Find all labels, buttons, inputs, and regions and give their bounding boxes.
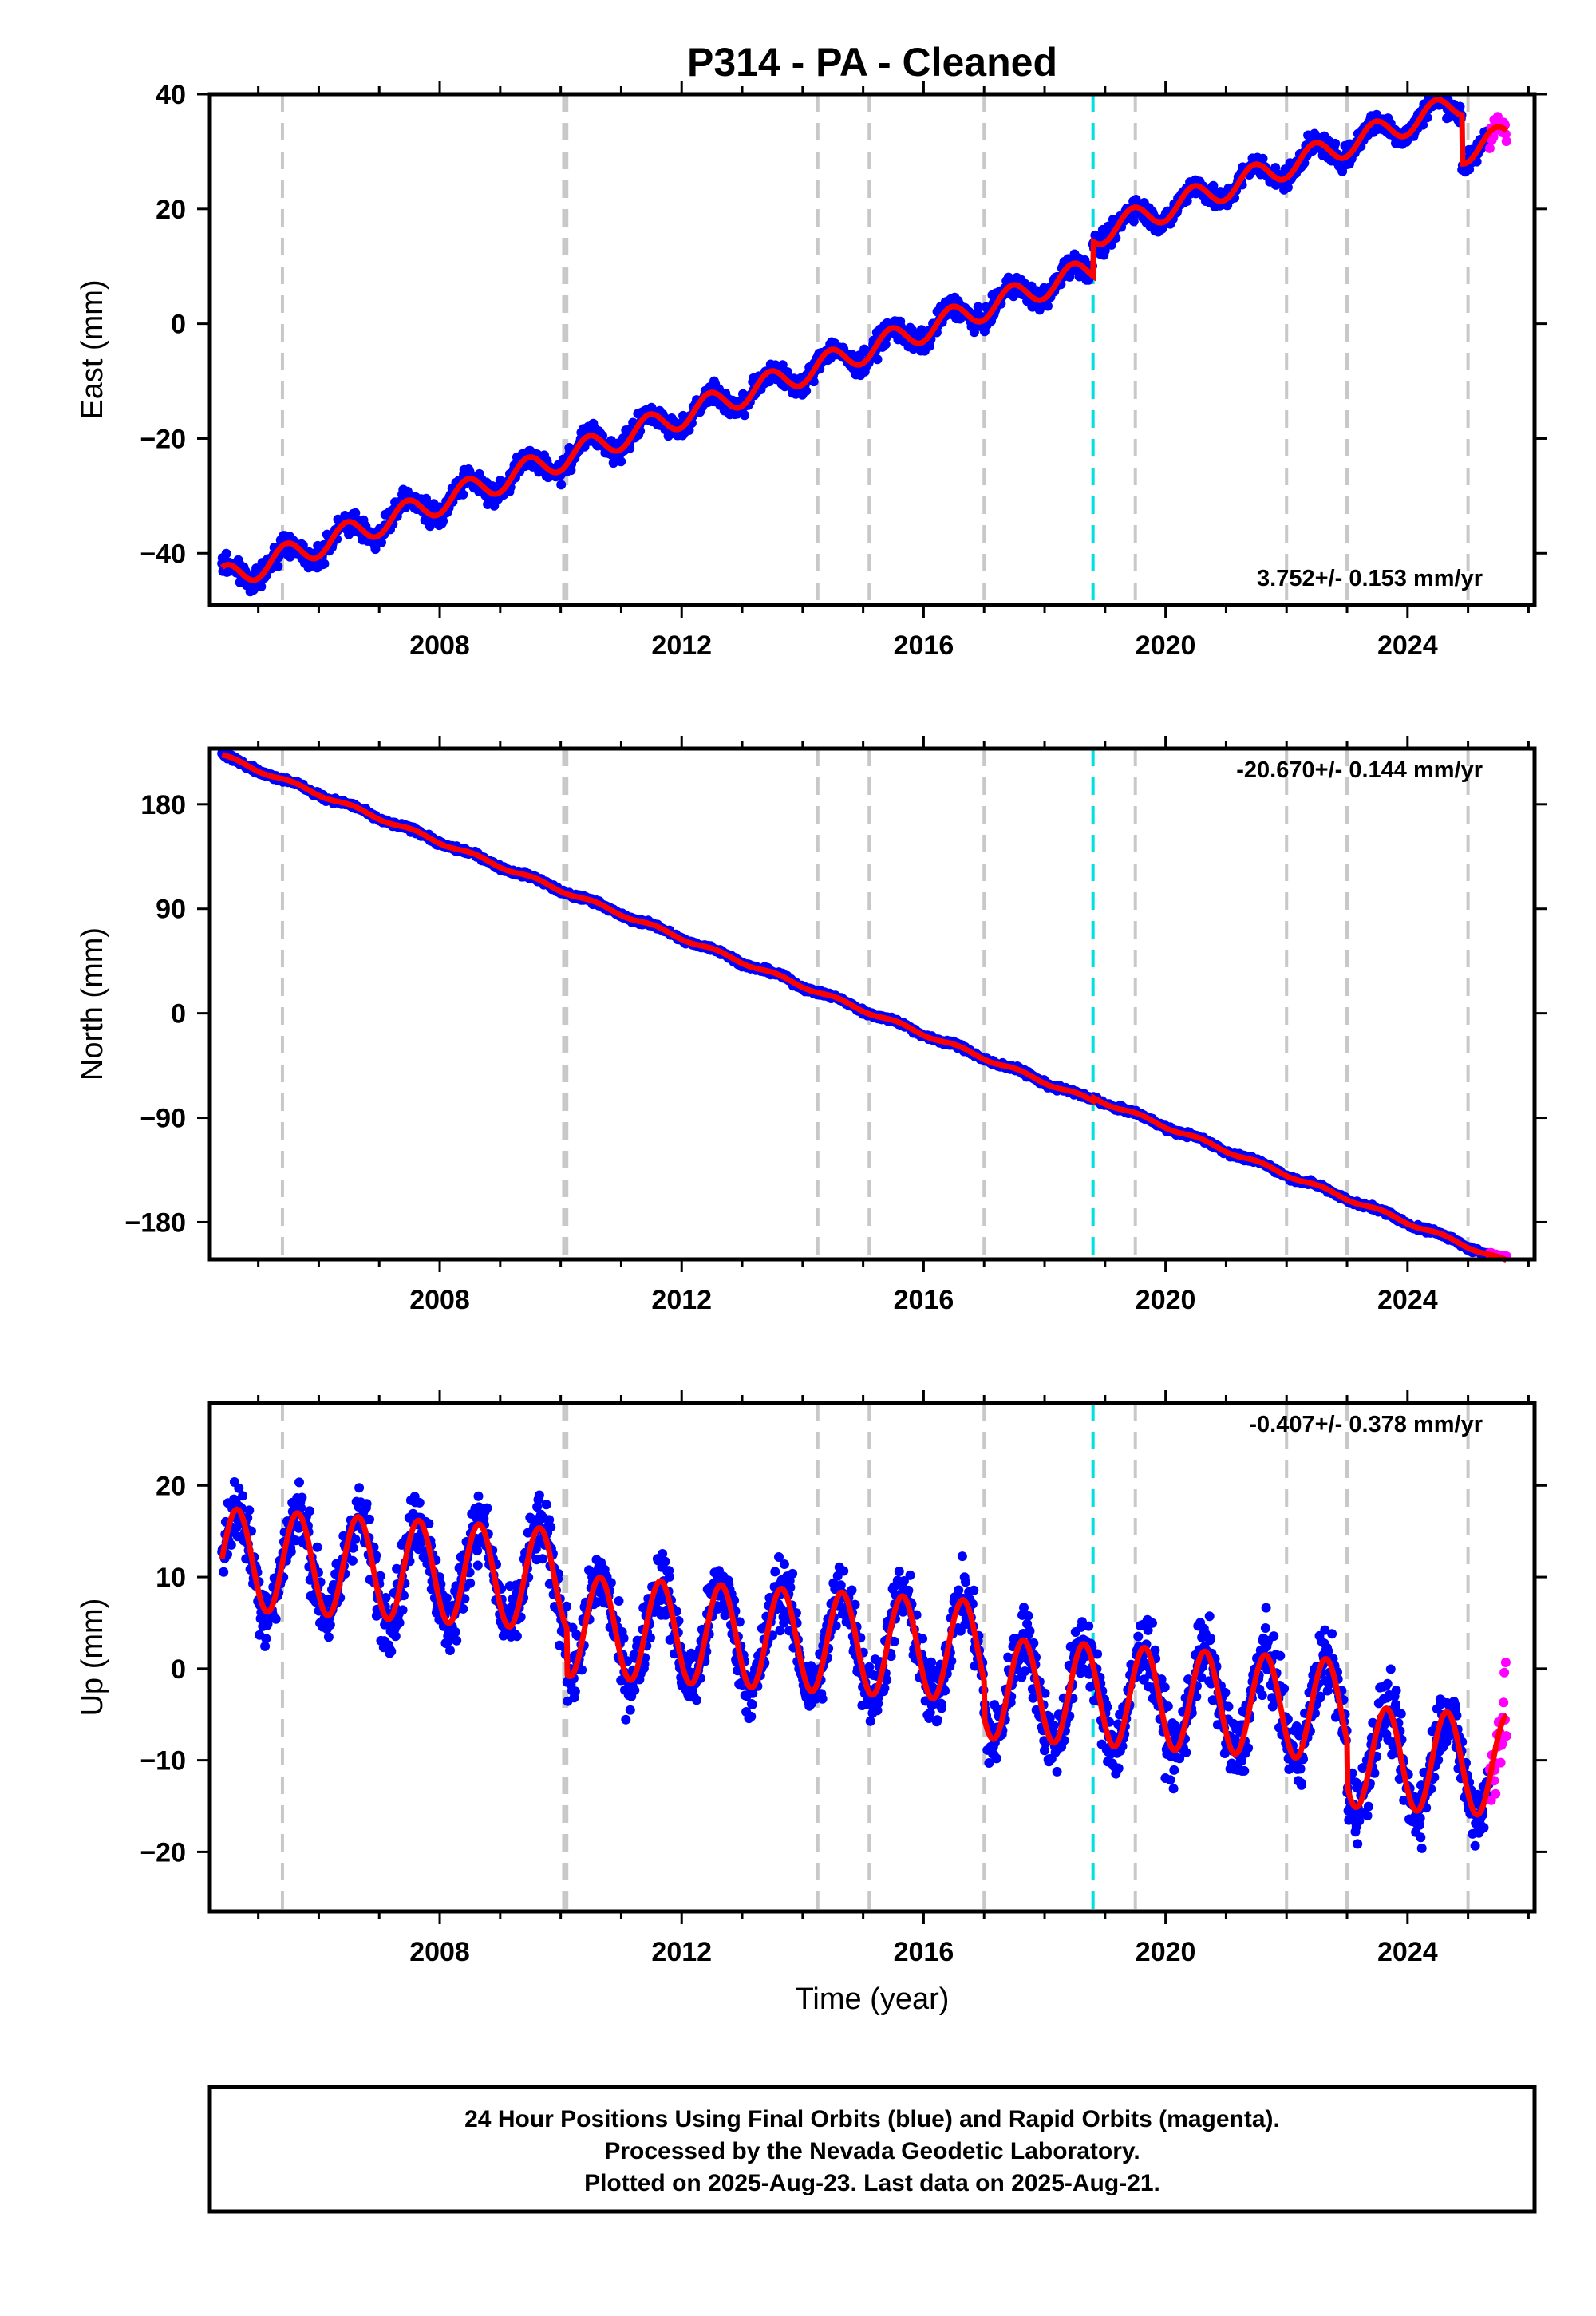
y-tick-label: −20 [140, 424, 186, 454]
data-point [219, 1567, 229, 1577]
x-tick-label: 2016 [894, 1285, 954, 1315]
data-point [438, 516, 448, 526]
data-point [261, 1634, 271, 1644]
data-point [458, 489, 468, 500]
x-tick-label: 2020 [1136, 630, 1196, 661]
panel-1: 2008 2012 2016 2020 2024 −40 −20 0 20 40 East (mm)… [76, 80, 1547, 661]
data-point [370, 544, 381, 555]
rapid-point [1484, 143, 1495, 153]
y-tick-label: −40 [140, 539, 186, 569]
data-point [319, 559, 330, 569]
x-tick-label: 2008 [409, 1285, 470, 1315]
y-tick-label: 0 [171, 310, 186, 340]
y-tick-label: 180 [140, 790, 186, 820]
data-point [1330, 138, 1341, 148]
y-tick-label: 90 [156, 895, 186, 925]
panels: 2008 2012 2016 2020 2024 −40 −20 0 20 40 East (mm)… [76, 80, 1547, 2016]
x-tick-label: 2024 [1377, 1285, 1438, 1315]
chart-title: P314 - PA - Cleaned [687, 40, 1057, 85]
data-point [1043, 301, 1053, 311]
panel-2: 2008 2012 2016 2020 2024 −180 −90 0 90 180 North (… [76, 736, 1547, 1315]
data-points-1 [217, 93, 1511, 597]
y-tick-label: −180 [124, 1207, 186, 1238]
data-point [740, 410, 750, 421]
rate-label: 3.752+/- 0.153 mm/yr [1257, 566, 1483, 591]
y-axis-label: East (mm) [76, 279, 109, 419]
x-tick-label: 2024 [1377, 630, 1438, 661]
data-point [256, 582, 267, 591]
y-tick-label: 20 [156, 195, 186, 225]
data-point [556, 480, 567, 490]
data-point [872, 354, 883, 365]
data-point [244, 1505, 255, 1516]
x-tick-label: 2012 [651, 630, 712, 661]
y-axis-label: North (mm) [76, 927, 109, 1081]
y-tick-label: 0 [171, 999, 186, 1030]
data-point [377, 537, 386, 547]
y-tick-label: 40 [156, 80, 186, 110]
data-point [271, 1614, 281, 1624]
x-tick-label: 2016 [894, 630, 954, 661]
data-point [238, 1491, 248, 1501]
data-point [421, 493, 431, 504]
data-point [273, 561, 283, 571]
rapid-point [1501, 136, 1511, 146]
y-tick-label: −90 [140, 1104, 186, 1134]
data-point [350, 508, 361, 518]
data-point [221, 548, 231, 559]
x-tick-label: 2020 [1136, 1285, 1196, 1315]
data-point [1282, 182, 1293, 192]
data-point [616, 456, 626, 467]
x-tick-label: 2008 [409, 630, 470, 661]
x-tick-label: 2012 [651, 1285, 712, 1315]
rate-label: -20.670+/- 0.144 mm/yr [1236, 757, 1483, 783]
